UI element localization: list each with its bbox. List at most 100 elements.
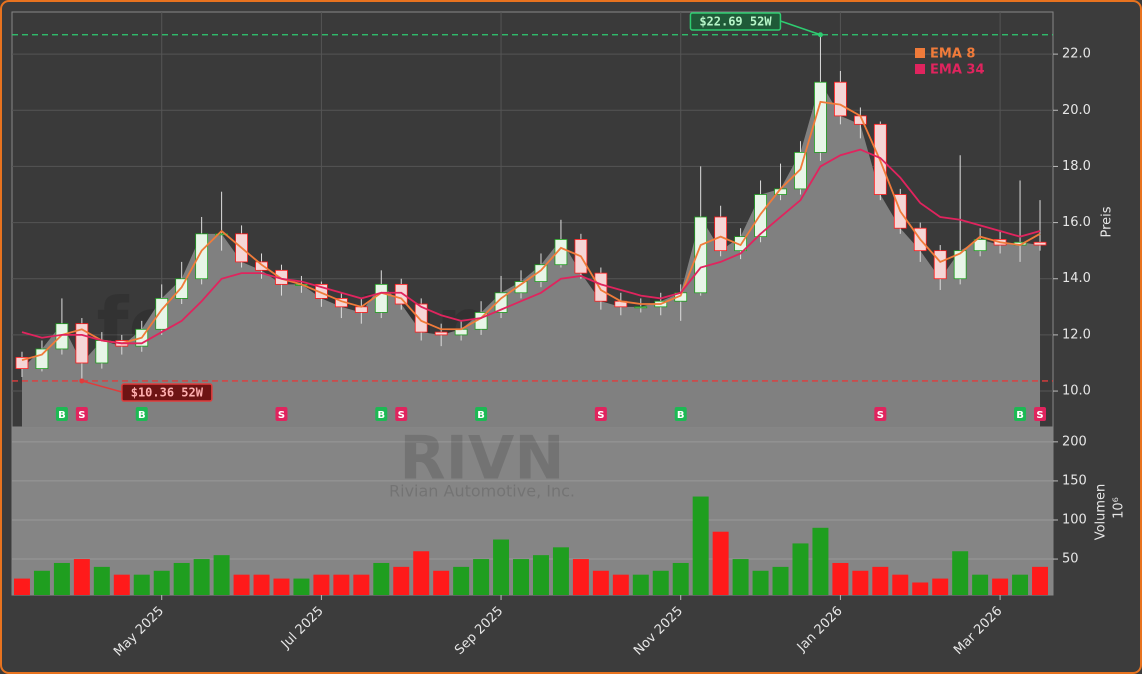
volume-unit: 10⁶ <box>1112 497 1127 519</box>
volume-bar <box>53 562 70 595</box>
volume-tick-label: 150 <box>1062 473 1087 488</box>
candle-body <box>953 250 967 280</box>
volume-bar <box>1012 574 1029 595</box>
candle-body <box>634 306 648 309</box>
y-tick-label: 18.0 <box>1062 159 1091 174</box>
volume-bar <box>812 527 829 595</box>
signal-label: S <box>398 410 405 421</box>
annotation-arrow-head <box>79 378 85 384</box>
candle-body <box>594 272 608 302</box>
volume-bar <box>213 555 230 595</box>
volume-bar <box>193 559 210 595</box>
signal-box <box>275 407 288 421</box>
volume-tick-label: 200 <box>1062 434 1087 449</box>
volume-bar <box>233 574 250 595</box>
y-tick-label: 20.0 <box>1062 103 1091 118</box>
candle-body <box>714 216 728 252</box>
volume-bar <box>592 570 609 595</box>
candle-body <box>514 281 528 294</box>
volume-bar <box>912 582 929 595</box>
volume-bar <box>672 562 689 595</box>
volume-bar <box>992 578 1009 595</box>
candle-body <box>1033 241 1047 246</box>
legend-swatch <box>915 48 925 58</box>
signal-label: S <box>597 410 604 421</box>
annotation-label: $10.36 52W <box>131 386 204 400</box>
candle-body <box>175 278 189 299</box>
volume-bar <box>493 539 510 595</box>
annotation-arrow-head <box>817 32 823 38</box>
candle-body <box>195 233 209 280</box>
volume-bar <box>413 551 430 595</box>
candle-body <box>374 283 388 313</box>
candle-body <box>315 283 328 299</box>
candle-body <box>694 216 708 294</box>
volume-bar <box>513 559 530 595</box>
y-tick-label: 14.0 <box>1062 271 1091 286</box>
volume-bar <box>453 566 470 595</box>
company-watermark: Rivian Automotive, Inc. <box>389 482 575 501</box>
volume-bar <box>133 574 150 595</box>
signal-box <box>874 407 887 421</box>
volume-bar <box>333 574 350 595</box>
volume-bar <box>113 574 130 595</box>
volume-axis-label: Volumen <box>1094 484 1109 541</box>
annotation-arrow <box>780 20 821 36</box>
candle-body <box>255 261 268 271</box>
volume-bar <box>293 578 310 595</box>
signal-box <box>75 407 88 421</box>
volume-bar <box>792 543 809 595</box>
signal-box <box>375 407 388 421</box>
y-tick-label: 16.0 <box>1062 215 1091 230</box>
volume-tick-label: 50 <box>1062 552 1079 567</box>
volume-bar <box>552 547 569 595</box>
candle-body <box>15 356 29 369</box>
candle-body <box>414 303 428 333</box>
volume-bar <box>932 578 949 595</box>
signal-label: S <box>1036 410 1043 421</box>
volume-bar <box>373 562 390 595</box>
signal-box <box>135 407 148 421</box>
volume-bar <box>732 559 749 595</box>
volume-bar <box>772 566 789 595</box>
volume-bar <box>712 531 729 595</box>
candle-body <box>933 250 947 280</box>
annotation-box <box>121 383 213 402</box>
volume-bar <box>1032 566 1049 595</box>
volume-bar <box>752 570 769 595</box>
volume-bar <box>612 574 629 595</box>
signal-box <box>395 407 408 421</box>
candle-body <box>554 239 568 266</box>
candle-body <box>394 283 408 305</box>
legend-label: EMA 8 <box>930 47 975 62</box>
y-tick-label: 12.0 <box>1062 327 1091 342</box>
volume-bar <box>313 574 330 595</box>
volume-bar <box>253 574 270 595</box>
signal-label: S <box>877 410 884 421</box>
price-area <box>21 82 1041 427</box>
candle-body <box>794 151 807 190</box>
candle-body <box>215 233 228 236</box>
candle-body <box>534 264 548 282</box>
volume-bar <box>393 566 410 595</box>
volume-bar <box>632 574 649 595</box>
candle-body <box>95 340 109 364</box>
volume-bar <box>33 570 50 595</box>
candle-body <box>155 298 169 330</box>
candle-body <box>434 331 448 336</box>
signal-box <box>475 407 488 421</box>
y-axis-label: Preis <box>1100 206 1115 237</box>
signal-box <box>594 407 607 421</box>
y-tick-label: 22.0 <box>1062 47 1091 62</box>
volume-bar <box>872 566 889 595</box>
volume-bar <box>93 566 110 595</box>
volume-bar <box>532 555 549 595</box>
legend-label: EMA 34 <box>930 63 985 78</box>
volume-bar <box>652 570 669 595</box>
signal-box <box>1014 407 1027 421</box>
volume-bar <box>972 574 989 595</box>
signal-label: B <box>477 410 485 421</box>
volume-bar <box>473 559 490 595</box>
